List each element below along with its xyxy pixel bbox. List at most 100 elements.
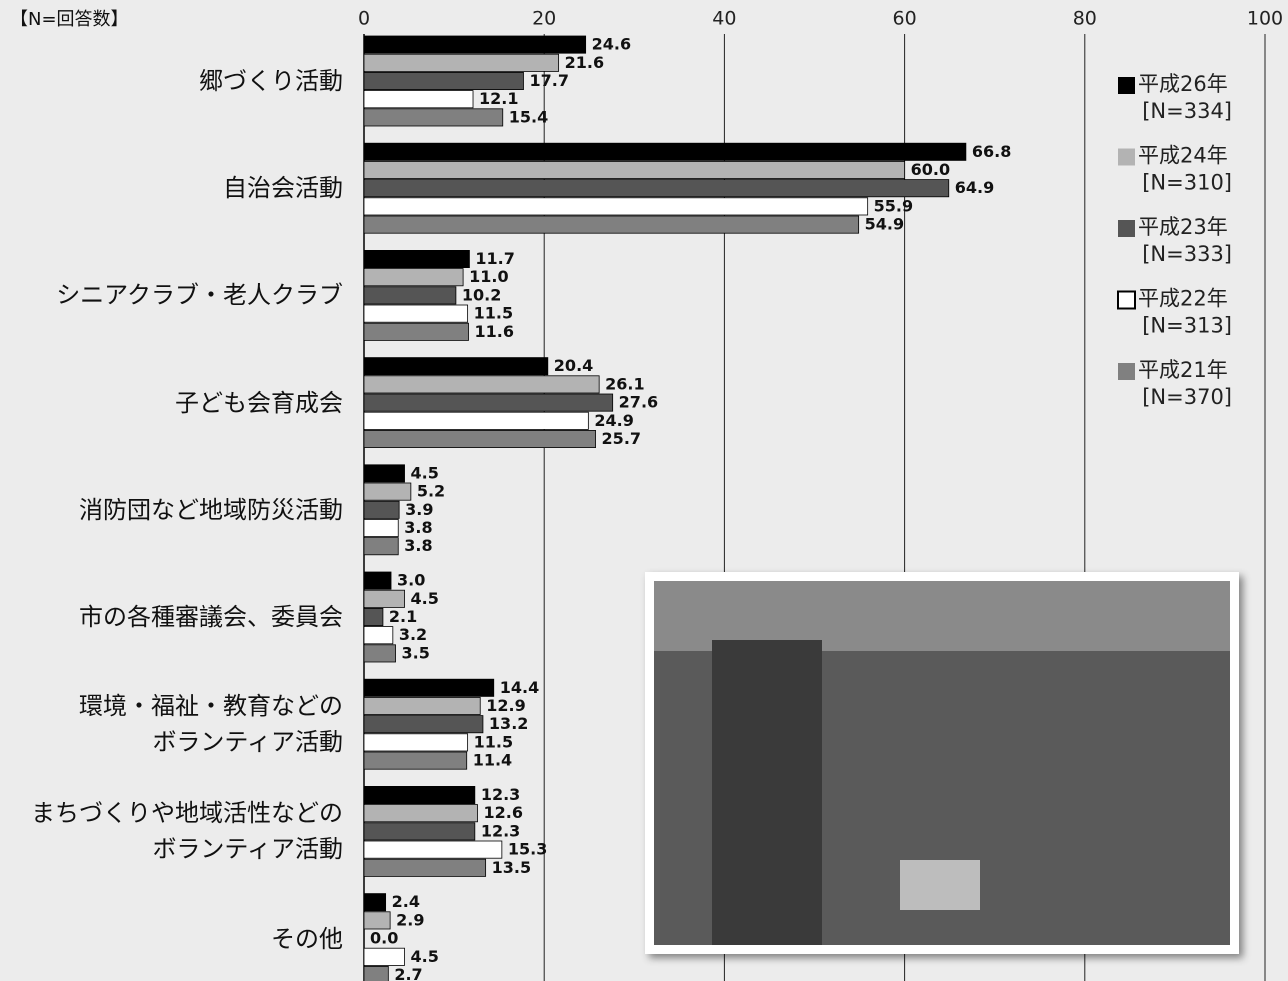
bar: [363, 947, 405, 966]
bar: [363, 179, 950, 198]
value-label: 3.5: [402, 643, 430, 662]
bar: [363, 90, 474, 109]
photo-door: [712, 640, 822, 945]
bar: [363, 464, 405, 483]
bar: [363, 357, 549, 376]
bar: [363, 393, 614, 412]
value-label: 11.6: [475, 322, 514, 341]
value-label: 60.0: [911, 160, 950, 179]
photo: [645, 572, 1239, 954]
value-label: 12.1: [479, 89, 518, 108]
bar: [363, 160, 905, 179]
legend-label: 平成26年: [1138, 72, 1228, 96]
value-label: 24.6: [592, 35, 631, 54]
bar: [363, 537, 399, 556]
value-label: 12.3: [481, 785, 520, 804]
value-label: 17.7: [529, 71, 568, 90]
category-label: その他: [271, 924, 343, 953]
value-label: 11.4: [473, 751, 512, 770]
value-label: 2.9: [396, 910, 424, 929]
plot: 0 20 40 60 80 100 24.621.617.7 12.115.4 66.8 60.0…: [358, 8, 1283, 981]
bar: [363, 840, 503, 859]
bar: [363, 733, 469, 752]
value-label: 11.5: [474, 732, 513, 751]
bar: [363, 608, 384, 627]
value-label: 26.1: [605, 374, 644, 393]
photo-roof: [654, 581, 1230, 651]
value-label: 4.5: [411, 947, 439, 966]
legend-swatch: [1118, 77, 1135, 94]
bar: [363, 322, 469, 341]
legend-swatch: [1118, 363, 1135, 380]
bar: [363, 286, 457, 305]
bar: [363, 500, 400, 519]
legend-swatch: [1118, 220, 1135, 237]
value-label: 54.9: [865, 215, 904, 234]
bar: [363, 751, 468, 770]
value-label: 27.6: [619, 393, 658, 412]
value-label: 3.8: [404, 518, 432, 537]
value-label: 3.9: [405, 500, 433, 519]
bar: [363, 197, 869, 216]
value-label: 2.1: [389, 607, 417, 626]
value-label: 10.2: [462, 285, 501, 304]
bar: [363, 715, 484, 734]
value-label: 11.7: [475, 249, 514, 268]
bar: [363, 108, 504, 127]
value-label: 20.4: [554, 356, 593, 375]
x-tick-label: 100: [1247, 8, 1283, 30]
bar: [363, 893, 387, 912]
category-label: 市の各種審議会、委員会: [79, 603, 343, 631]
chart-note: 【N=回答数】: [10, 9, 129, 30]
bar: [363, 786, 476, 805]
legend-label: 平成22年: [1138, 287, 1228, 311]
value-label: 25.7: [602, 429, 641, 448]
bar: [363, 644, 396, 663]
value-label: 3.2: [399, 625, 427, 644]
value-label: 5.2: [417, 482, 445, 501]
bar: [363, 519, 399, 538]
value-label: 11.0: [469, 267, 508, 286]
legend-label: 平成24年: [1138, 144, 1228, 168]
value-label: 4.5: [411, 589, 439, 608]
value-label: 4.5: [411, 463, 439, 482]
category-label: シニアクラブ・老人クラブ: [56, 281, 343, 310]
legend-note: [N=334]: [1142, 99, 1232, 123]
legend-note: [N=313]: [1142, 314, 1232, 338]
bar: [363, 375, 600, 394]
bar: [363, 697, 481, 716]
value-label: 64.9: [955, 178, 994, 197]
bar: [363, 429, 596, 448]
legend: 平成26年 [N=334] 平成24年 [N=310] 平成23年 [N=333] 平成22…: [1117, 72, 1232, 409]
legend-swatch: [1117, 290, 1136, 310]
bar: [363, 411, 589, 430]
bar: [363, 72, 524, 91]
bar: [363, 626, 394, 645]
legend-label: 平成21年: [1138, 358, 1228, 382]
value-label: 21.6: [565, 53, 604, 72]
bar: [363, 678, 495, 697]
value-label: 24.9: [594, 411, 633, 430]
bar: [363, 911, 391, 930]
bar: [363, 215, 860, 234]
bar: [363, 249, 470, 268]
value-label: 13.2: [489, 714, 528, 733]
bar: [363, 571, 392, 590]
bar: [363, 822, 476, 841]
value-label: 15.4: [509, 107, 548, 126]
value-label: 12.3: [481, 821, 520, 840]
category-label: 環境・福祉・教育などの ボランティア活動: [79, 692, 343, 757]
category-label: 郷づくり活動: [199, 67, 343, 95]
bar: [363, 268, 464, 287]
bar: [363, 804, 478, 823]
value-label: 3.8: [404, 536, 432, 555]
value-label: 66.8: [972, 142, 1011, 161]
bar: [363, 53, 560, 72]
x-tick-label: 0: [358, 8, 370, 30]
legend-note: [N=370]: [1142, 385, 1232, 409]
x-tick-label: 20: [532, 8, 556, 30]
value-label: 0.0: [370, 929, 398, 948]
value-label: 11.5: [474, 304, 513, 323]
legend-swatch: [1118, 148, 1135, 166]
